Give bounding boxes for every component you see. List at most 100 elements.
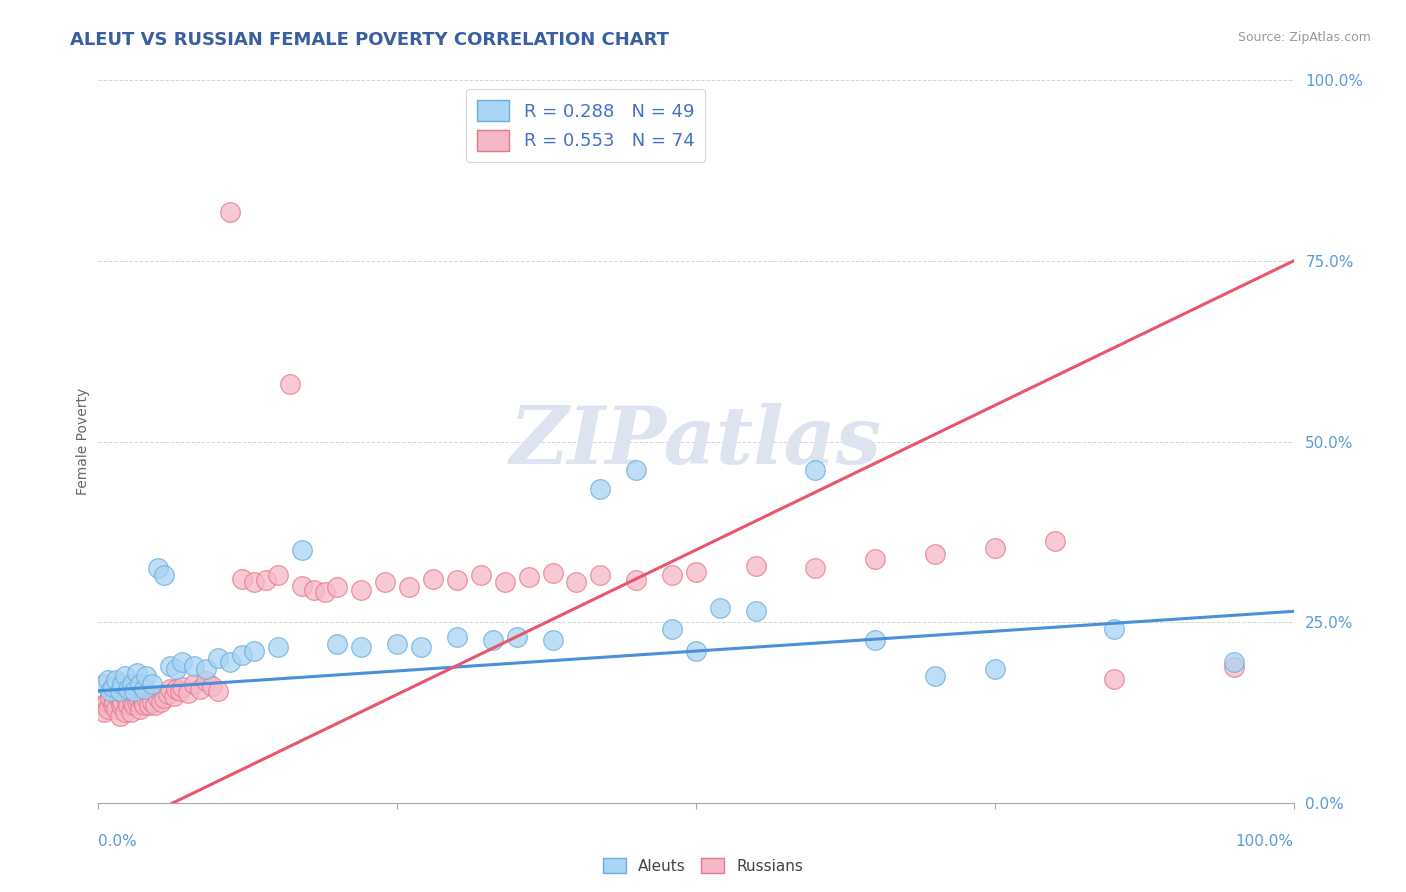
Point: [446, 574, 468, 588]
Point: [131, 695, 153, 709]
Point: [411, 640, 433, 655]
Point: [661, 623, 683, 637]
Point: [103, 695, 125, 709]
Point: [267, 568, 290, 582]
Point: [924, 547, 946, 561]
Text: ZIPatlas: ZIPatlas: [510, 403, 882, 480]
Point: [626, 463, 648, 477]
Point: [626, 574, 648, 588]
Point: [374, 575, 396, 590]
Point: [101, 698, 124, 713]
Point: [105, 673, 128, 687]
Point: [111, 695, 134, 709]
Point: [494, 575, 516, 590]
Point: [1223, 660, 1246, 674]
Point: [188, 681, 211, 696]
Point: [114, 669, 136, 683]
Point: [101, 680, 124, 694]
Point: [685, 644, 707, 658]
Point: [231, 648, 253, 662]
Point: [315, 584, 337, 599]
Point: [108, 683, 131, 698]
Point: [231, 572, 253, 586]
Point: [159, 681, 181, 696]
Point: [172, 680, 194, 694]
Point: [124, 683, 146, 698]
Point: [201, 679, 224, 693]
Point: [117, 698, 139, 713]
Point: [110, 698, 132, 713]
Point: [172, 655, 194, 669]
Point: [326, 581, 349, 595]
Point: [1223, 655, 1246, 669]
Point: [132, 698, 155, 713]
Point: [97, 673, 120, 687]
Point: [565, 575, 588, 590]
Text: 100.0%: 100.0%: [1236, 834, 1294, 849]
Point: [107, 691, 129, 706]
Point: [195, 674, 218, 689]
Point: [291, 542, 314, 557]
Point: [132, 681, 155, 696]
Point: [93, 676, 115, 690]
Point: [141, 676, 163, 690]
Point: [97, 702, 120, 716]
Point: [278, 376, 301, 391]
Point: [267, 640, 290, 655]
Point: [120, 706, 142, 720]
Point: [105, 702, 128, 716]
Point: [124, 698, 146, 713]
Point: [117, 681, 139, 696]
Point: [302, 582, 325, 597]
Point: [506, 630, 529, 644]
Point: [589, 568, 612, 582]
Point: [685, 565, 707, 579]
Point: [1043, 534, 1066, 549]
Point: [709, 600, 731, 615]
Point: [127, 691, 149, 706]
Point: [745, 558, 768, 573]
Point: [149, 695, 172, 709]
Point: [207, 651, 229, 665]
Text: ALEUT VS RUSSIAN FEMALE POVERTY CORRELATION CHART: ALEUT VS RUSSIAN FEMALE POVERTY CORRELAT…: [70, 31, 669, 49]
Point: [291, 579, 314, 593]
Point: [865, 551, 887, 566]
Point: [108, 709, 131, 723]
Point: [984, 662, 1007, 676]
Point: [924, 669, 946, 683]
Point: [159, 658, 181, 673]
Point: [143, 698, 166, 713]
Legend: R = 0.288   N = 49, R = 0.553   N = 74: R = 0.288 N = 49, R = 0.553 N = 74: [465, 89, 706, 161]
Point: [169, 683, 191, 698]
Point: [541, 566, 564, 580]
Point: [138, 698, 160, 713]
Point: [804, 463, 827, 477]
Point: [135, 669, 157, 683]
Point: [350, 640, 373, 655]
Point: [93, 706, 115, 720]
Text: Source: ZipAtlas.com: Source: ZipAtlas.com: [1237, 31, 1371, 45]
Point: [96, 695, 118, 709]
Legend: Aleuts, Russians: Aleuts, Russians: [596, 852, 810, 880]
Point: [254, 574, 277, 588]
Point: [125, 695, 148, 709]
Point: [1104, 672, 1126, 686]
Point: [98, 683, 122, 698]
Point: [661, 568, 683, 582]
Point: [183, 658, 205, 673]
Point: [745, 604, 768, 618]
Y-axis label: Female Poverty: Female Poverty: [76, 388, 90, 495]
Point: [148, 561, 170, 575]
Point: [446, 630, 468, 644]
Point: [135, 691, 157, 706]
Point: [243, 644, 266, 658]
Point: [98, 691, 122, 706]
Point: [148, 691, 170, 706]
Point: [398, 581, 420, 595]
Point: [177, 686, 200, 700]
Point: [121, 695, 143, 709]
Point: [129, 702, 152, 716]
Point: [219, 655, 242, 669]
Point: [141, 695, 163, 709]
Point: [422, 572, 444, 586]
